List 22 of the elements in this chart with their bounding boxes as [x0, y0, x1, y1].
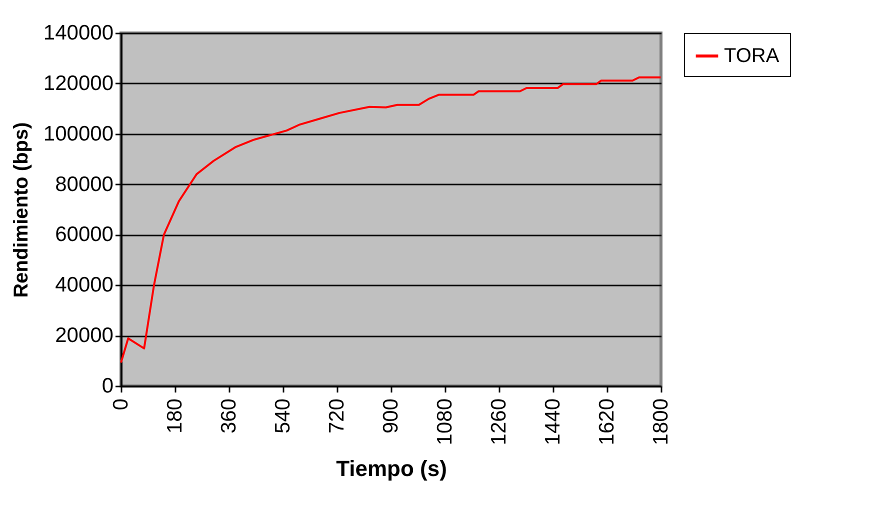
x-axis-title: Tiempo (s) — [336, 456, 447, 482]
x-tick-label: 0 — [110, 398, 132, 410]
y-tick-label: 120000 — [43, 72, 114, 95]
y-tick-label: 20000 — [55, 324, 114, 348]
y-tick-label: 60000 — [55, 223, 114, 246]
y-tick-label: 80000 — [55, 172, 114, 196]
x-tick-label: 900 — [380, 398, 402, 434]
y-tick-label: 40000 — [55, 274, 114, 297]
y-axis-title: Rendimiento (bps) — [10, 122, 32, 298]
legend-label: TORA — [724, 45, 780, 67]
x-tick-label: 360 — [218, 398, 240, 434]
y-tick-label: 140000 — [43, 22, 114, 44]
x-tick-label: 540 — [272, 398, 294, 434]
x-tick-label: 180 — [164, 398, 186, 434]
x-tick-label: 1080 — [434, 398, 456, 446]
x-tick-label: 1260 — [488, 398, 510, 446]
x-tick-label: 1440 — [542, 398, 564, 446]
x-tick-label: 1620 — [596, 398, 618, 446]
y-tick-label: 0 — [102, 374, 114, 398]
x-tick-label: 720 — [326, 398, 348, 434]
x-tick-label: 1800 — [650, 398, 672, 446]
y-tick-label: 100000 — [43, 122, 114, 146]
